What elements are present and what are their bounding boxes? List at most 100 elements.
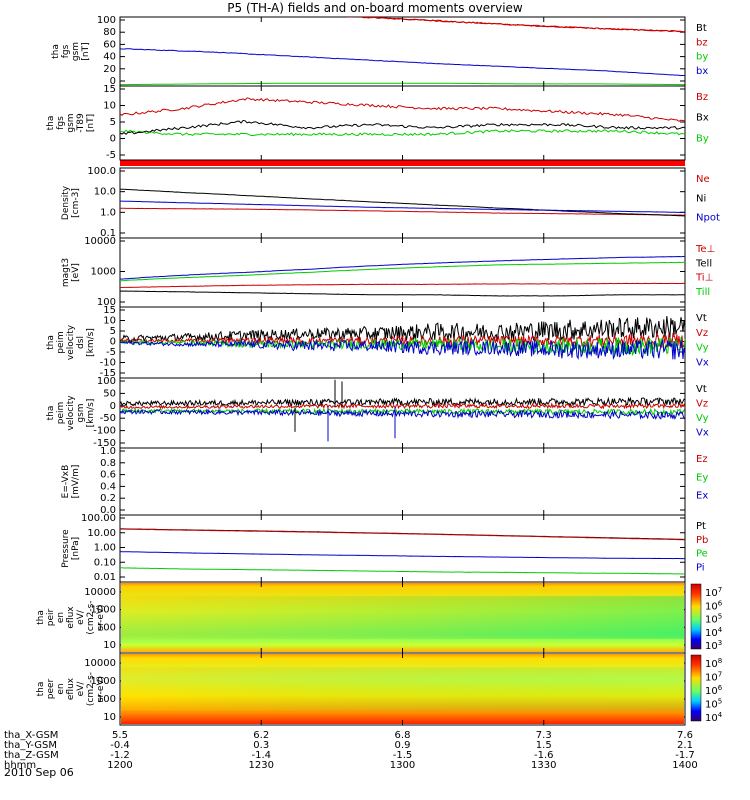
series-group	[120, 17, 685, 86]
x-row-value: 7.6	[677, 730, 693, 741]
x-row-value: 1400	[672, 760, 697, 771]
panel-frame	[119, 514, 686, 583]
legend-entry: Vt	[696, 384, 707, 395]
y-tick-label: 0	[110, 337, 116, 348]
x-axis-rows: tha_X-GSM 5.5 6.2 6.8 7.3 7.6 tha_Y-GSM -0.4 0.3…	[4, 730, 698, 771]
x-row-value: 1200	[107, 760, 132, 771]
series-line-Pe	[120, 567, 685, 575]
y-label-line: sr-eV)	[96, 604, 106, 630]
y-label-line: peer	[46, 678, 56, 699]
x-row-value: -1.5	[393, 750, 413, 761]
y-tick-label: 0.6	[100, 470, 116, 481]
y-tick-label: -5	[106, 347, 116, 358]
x-row-value: 6.2	[253, 730, 269, 741]
y-tick-label: 1000	[91, 676, 116, 687]
x-row-value: -1.4	[251, 750, 271, 761]
y-tick-label: 100	[97, 15, 116, 26]
y-label-line: eflux	[66, 677, 76, 700]
y-tick-label: 0	[110, 401, 116, 412]
series-group	[120, 188, 685, 217]
legend-entry: Vt	[696, 313, 707, 324]
legend-entry: Ne	[696, 174, 710, 185]
x-row-value: 6.8	[395, 730, 411, 741]
y-tick-label: 100	[97, 694, 116, 705]
y-tick-label: 10000	[84, 658, 116, 669]
spectrogram-overlay	[121, 596, 684, 639]
y-tick-label: 10.0	[94, 187, 116, 198]
y-label-line: tha	[36, 610, 46, 625]
series-line-Vz	[120, 402, 685, 410]
y-tick-label: 0.4	[100, 481, 116, 492]
legend-entry: bz	[696, 37, 708, 48]
y-tick-label: 10000	[84, 587, 116, 598]
y-tick-label: 0.0	[100, 505, 116, 516]
y-axis-label: E=-VxB [mV/m]	[61, 465, 81, 499]
panel-vgsm: tha peim velocity gsm [km/s]100500-50-100-15…	[46, 376, 709, 449]
series-line-Te⊥	[120, 282, 685, 289]
series-group	[120, 528, 685, 575]
y-tick-label: 0.8	[100, 458, 116, 469]
legend-entry: Tell	[695, 258, 712, 269]
y-label-line: tha	[36, 682, 46, 697]
x-row-value: 1330	[531, 760, 556, 771]
series-line-Npot	[120, 200, 685, 213]
y-tick-label: 5	[110, 326, 116, 337]
x-row-value: 5.5	[112, 730, 128, 741]
y-label-line: [nT]	[86, 114, 96, 132]
colorbar-tick-label: 107	[705, 671, 722, 684]
legend-entry: Vx	[696, 357, 709, 368]
y-label-line: en	[56, 683, 66, 694]
y-label-line: Pressure	[61, 529, 71, 568]
legend-entry: by	[696, 52, 708, 63]
y-tick-label: 10	[103, 712, 116, 723]
x-row-label: tha_X-GSM	[4, 730, 58, 741]
legend-entry: Till	[695, 287, 710, 298]
y-label-line: [nPa]	[71, 537, 81, 560]
y-label-line: peim	[56, 331, 66, 354]
y-label-line: en	[56, 612, 66, 623]
y-axis-label: Density [cm-3]	[61, 185, 81, 220]
series-line-Bz	[120, 97, 685, 122]
y-label-line: [cm-3]	[71, 188, 81, 218]
legend-entry: Pt	[696, 521, 706, 532]
y-tick-label: 10000	[84, 236, 116, 247]
orbit-bar	[120, 160, 685, 166]
y-label-line: gsm	[71, 42, 81, 61]
x-row-value: 1230	[249, 760, 274, 771]
legend-entry: Vx	[696, 428, 709, 439]
y-axis-label: tha peim velocity dsl [km/s]	[46, 324, 96, 360]
y-tick-label: 1000	[91, 605, 116, 616]
panel-density: Density [cm-3] 100.0 10.0 1.0 0.1 Ne Ni Npot	[61, 166, 720, 239]
y-label-line: dsl	[76, 336, 86, 349]
y-tick-label: 0.2	[100, 493, 116, 504]
y-label-line: tha	[51, 44, 61, 59]
colorbar-tick-label: 104	[705, 626, 723, 639]
colorbar-tick-label: 105	[705, 613, 722, 626]
x-row-label: hhmm	[4, 760, 36, 771]
legend-entry: Pb	[696, 535, 708, 546]
y-label-line: Density	[61, 185, 71, 220]
y-label-line: tha	[46, 116, 56, 131]
legend-entry: Bz	[696, 92, 708, 103]
y-label-line: eV/	[76, 609, 86, 625]
y-tick-label: 100.00	[81, 513, 116, 524]
x-row-value: 0.3	[253, 740, 269, 751]
y-label-line: fgs	[61, 44, 71, 58]
y-label-line: (cm2-s-	[86, 672, 96, 706]
legend-entry: Bt	[696, 23, 707, 34]
panel-frame	[119, 447, 686, 516]
y-tick-label: 15	[103, 305, 116, 316]
x-row-value: 0.9	[395, 740, 411, 751]
panel-frame	[119, 85, 686, 161]
y-axis-label: tha peir en eflux eV/(cm2-s-sr-eV)	[36, 600, 106, 634]
series-line-Ne	[120, 207, 685, 216]
y-axis-label: tha fgs gsm -T89 [nT]	[46, 113, 96, 133]
y-label-line: peir	[46, 608, 56, 626]
y-label-line: gsm	[76, 403, 86, 422]
y-tick-label: 1.0	[100, 207, 116, 218]
y-tick-label: 10	[103, 101, 116, 112]
y-axis-label: magt3 [eV]	[61, 258, 81, 287]
panel-pressure: Pressure [nPa]100.0010.001.000.100.01PtPb…	[61, 513, 708, 583]
colorbar-tick-label: 105	[705, 698, 722, 711]
